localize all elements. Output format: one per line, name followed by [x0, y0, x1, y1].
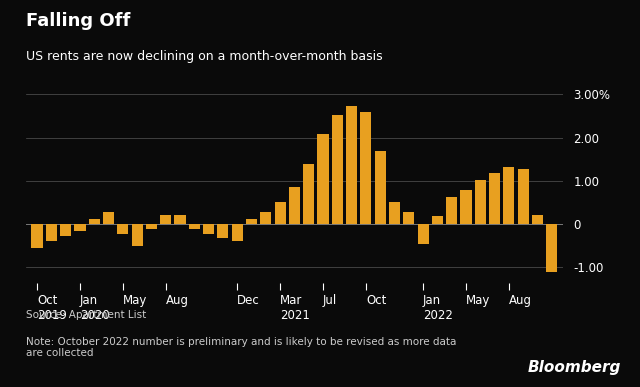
Bar	[346, 106, 357, 224]
Bar	[546, 224, 557, 272]
Bar	[332, 115, 343, 224]
Bar	[475, 180, 486, 224]
Text: US rents are now declining on a month-over-month basis: US rents are now declining on a month-ov…	[26, 50, 382, 63]
Bar	[503, 167, 515, 224]
Bar	[374, 151, 386, 224]
Bar	[132, 224, 143, 246]
Bar	[31, 224, 43, 248]
Bar	[246, 219, 257, 224]
Text: Source: Apartment List: Source: Apartment List	[26, 310, 146, 320]
Bar	[389, 202, 400, 224]
Text: Bloomberg: Bloomberg	[527, 360, 621, 375]
Bar	[303, 164, 314, 224]
Bar	[489, 173, 500, 224]
Bar	[117, 224, 129, 234]
Bar	[289, 187, 300, 224]
Bar	[175, 214, 186, 224]
Bar	[74, 224, 86, 231]
Bar	[417, 224, 429, 243]
Bar	[260, 212, 271, 224]
Bar	[518, 169, 529, 224]
Bar	[317, 134, 328, 224]
Bar	[89, 219, 100, 224]
Bar	[218, 224, 228, 238]
Bar	[432, 216, 443, 224]
Bar	[360, 113, 371, 224]
Bar	[103, 212, 114, 224]
Bar	[232, 224, 243, 241]
Bar	[203, 224, 214, 234]
Bar	[446, 197, 457, 224]
Text: Note: October 2022 number is preliminary and is likely to be revised as more dat: Note: October 2022 number is preliminary…	[26, 337, 456, 358]
Bar	[460, 190, 472, 224]
Bar	[146, 224, 157, 229]
Bar	[189, 224, 200, 229]
Text: Falling Off: Falling Off	[26, 12, 130, 30]
Bar	[46, 224, 57, 241]
Bar	[275, 202, 285, 224]
Bar	[160, 214, 172, 224]
Bar	[532, 214, 543, 224]
Bar	[60, 224, 71, 236]
Bar	[403, 212, 414, 224]
